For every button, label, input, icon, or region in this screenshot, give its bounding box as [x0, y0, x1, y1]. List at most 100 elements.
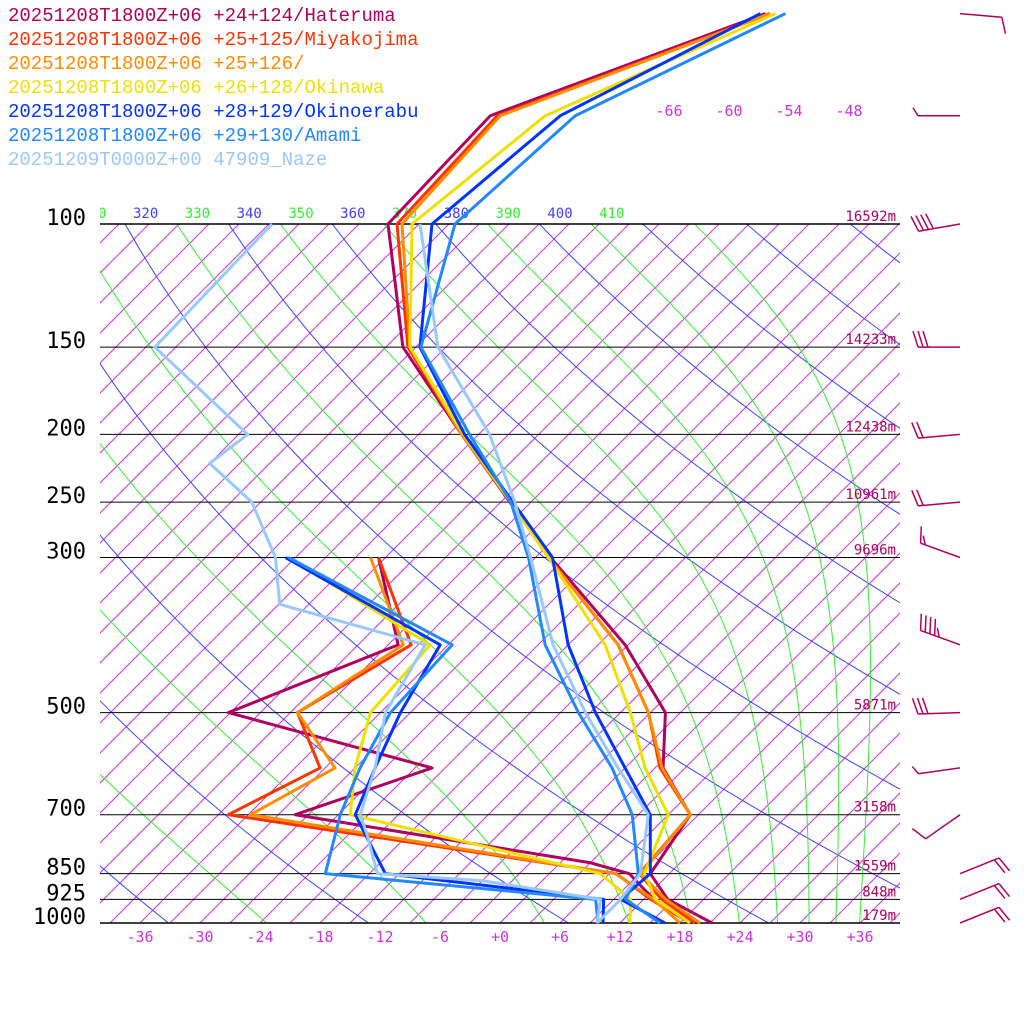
wind-barb-feather: [1001, 17, 1007, 34]
wind-barb-feather: [910, 216, 920, 232]
legend-entry: 20251208T1800Z+06 +26+128/Okinawa: [8, 77, 385, 99]
wind-barb-feather: [936, 627, 941, 638]
dry-adiabat-line: [849, 224, 900, 264]
moist-adiabat-line: [279, 224, 740, 923]
wind-barb-feather: [925, 213, 935, 230]
adiabat-label: 350: [288, 206, 313, 222]
wind-barb-staff: [918, 433, 961, 439]
height-label: 848m: [862, 884, 896, 900]
isotherm-line: [289, 312, 900, 923]
legend-entry: 20251208T1800Z+06 +28+129/Okinoerabu: [8, 101, 419, 123]
pressure-label: 925: [46, 881, 86, 906]
temperature-profile-line: [408, 12, 777, 925]
wind-barb-staff: [918, 223, 961, 233]
isotherm-line: [100, 224, 420, 544]
wind-barb-staff: [959, 906, 1000, 924]
wind-barb: [959, 12, 1007, 34]
pressure-label: 850: [46, 856, 86, 881]
height-label: 3158m: [854, 800, 896, 816]
isotherm-line: [100, 224, 660, 784]
isotherm-line: [100, 224, 540, 664]
wind-barb-staff: [959, 12, 1002, 18]
profiles: [153, 12, 787, 925]
wind-barb: [911, 766, 961, 775]
wind-barb: [919, 526, 961, 559]
isotherm-line: [709, 732, 900, 923]
isotherm-line: [739, 762, 900, 923]
wind-barb-feather: [929, 617, 932, 634]
isotherm-line: [529, 552, 900, 923]
isotherm-line: [139, 224, 840, 923]
moist-adiabat-line: [590, 224, 840, 923]
temperature-profile-line: [418, 12, 762, 925]
dewpoint-profile-line: [287, 556, 633, 924]
temperature-tick-label: +12: [606, 928, 633, 946]
isotherm-line: [649, 672, 900, 923]
wind-barb: [919, 613, 961, 646]
temperature-profile-line: [419, 12, 787, 925]
isotherm-line: [829, 852, 900, 923]
wind-barb-staff: [917, 711, 961, 715]
isotherm-line: [100, 224, 690, 814]
wind-barb-feather: [922, 535, 926, 546]
isotherm-line: [100, 224, 780, 904]
isotherm-top-label: -60: [715, 102, 742, 120]
dewpoint-profile-line: [226, 556, 691, 925]
wind-barb-feather: [921, 697, 929, 714]
isotherm-line: [100, 224, 720, 844]
adiabat-label: 390: [496, 206, 521, 222]
wind-barb-feather: [911, 697, 919, 715]
temperature-tick-label: +18: [666, 928, 693, 946]
height-label: 5871m: [854, 698, 896, 714]
temperature-tick-label: -6: [431, 928, 449, 946]
pressure-label: 1000: [33, 905, 86, 930]
legend-entry: 20251208T1800Z+06 +29+130/Amami: [8, 125, 362, 147]
isotherm-line: [589, 612, 900, 923]
legend: 20251208T1800Z+06 +24+124/Hateruma 202512…: [8, 4, 418, 172]
wind-barb-feather: [919, 526, 923, 544]
pressure-label: 150: [46, 329, 86, 354]
dry-adiabat-line: [539, 224, 900, 515]
wind-barb-feather: [993, 884, 1006, 899]
wind-barb: [912, 107, 960, 117]
wind-barb-feather: [915, 215, 925, 231]
legend-entry: 20251209T0000Z+00 47909_Naze: [8, 149, 328, 171]
isotherm-top-label: -54: [775, 102, 802, 120]
wind-barb-feather: [912, 107, 919, 117]
moist-adiabat-line: [383, 224, 779, 923]
isotherm-line: [469, 492, 900, 923]
temperature-tick-label: -30: [186, 928, 213, 946]
wind-barb: [911, 814, 961, 840]
isotherm-line: [679, 702, 900, 923]
temperature-profile-line: [418, 223, 650, 925]
legend-entry: 20251208T1800Z+06 +24+124/Hateruma: [8, 5, 396, 27]
wind-barb-staff: [918, 501, 961, 507]
dry-adiabat-line: [746, 224, 900, 346]
dewpoint-profile-line: [153, 222, 603, 924]
height-label: 10961m: [845, 487, 896, 503]
wind-barb-staff: [925, 814, 961, 840]
wind-barb-staff: [918, 767, 961, 775]
temperature-tick-label: +0: [491, 928, 509, 946]
wind-barb-feather: [920, 214, 930, 230]
wind-barb-staff: [920, 629, 961, 646]
legend-entry: 20251208T1800Z+06 +25+125/Miyakojima: [8, 29, 419, 51]
wind-barb-feather: [933, 618, 937, 636]
temperature-tick-label: -24: [246, 928, 273, 946]
isotherm-top-label: -48: [835, 102, 862, 120]
height-label: 16592m: [845, 209, 896, 225]
isotherm-line: [100, 224, 450, 574]
wind-barb-staff: [959, 882, 1000, 901]
pressure-label: 700: [46, 797, 86, 822]
wind-barb: [959, 857, 1011, 875]
pressure-label: 250: [46, 484, 86, 509]
isotherm-top-label: -66: [655, 102, 682, 120]
wind-barb-feather: [912, 330, 919, 348]
wind-barb-staff: [920, 542, 961, 559]
isotherm-line: [100, 224, 630, 754]
isotherm-line: [499, 522, 900, 923]
adiabat-label: 320: [133, 206, 158, 222]
moist-adiabat-line: [100, 269, 630, 923]
